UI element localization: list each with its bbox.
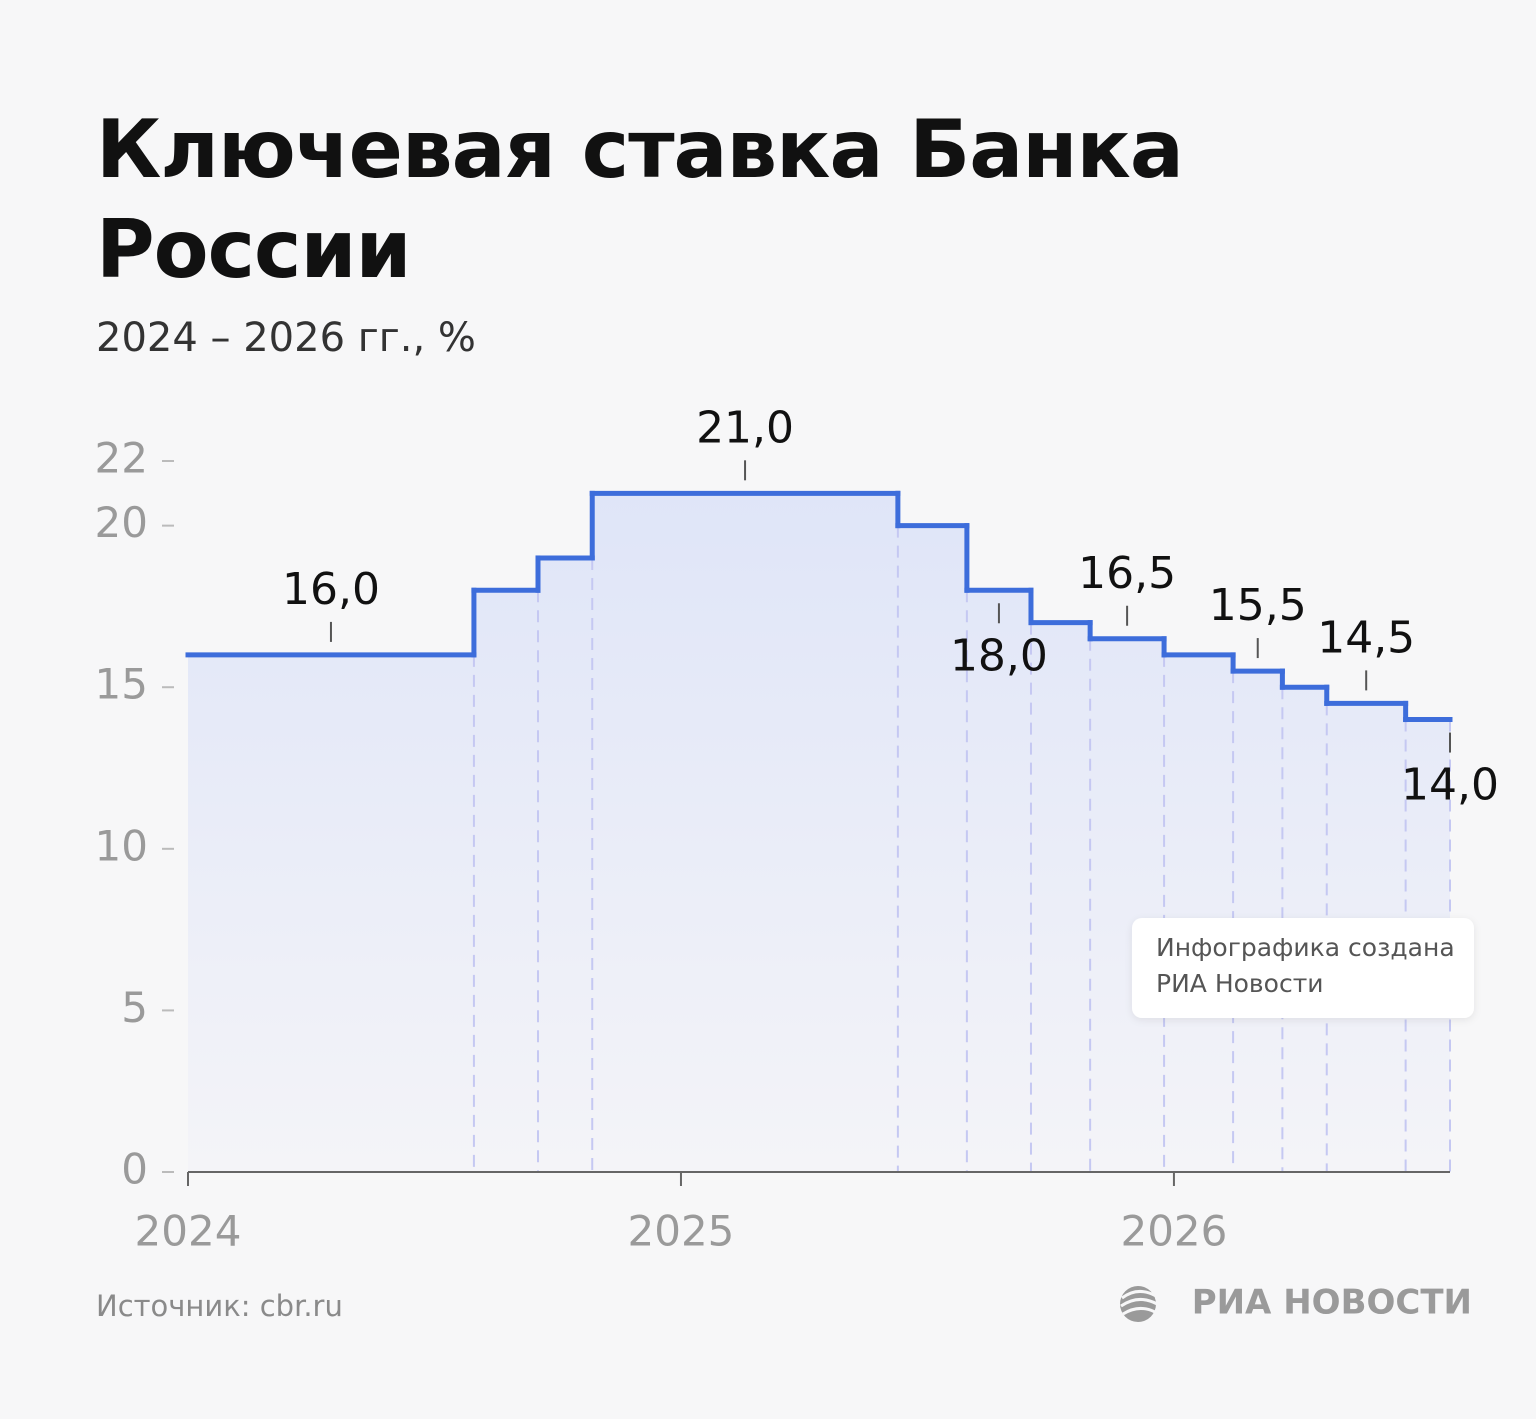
- source: Источник: cbr.ru: [96, 1289, 343, 1323]
- data-label: 14,0: [1401, 760, 1499, 811]
- x-tick-label: 2026: [1120, 1207, 1227, 1256]
- data-label: 16,5: [1078, 548, 1176, 599]
- y-tick-label: 15: [95, 660, 148, 709]
- note: Инфографика создана РИА Новости: [1156, 933, 1455, 998]
- data-label: 16,0: [282, 564, 380, 615]
- note-box: [1132, 918, 1474, 1018]
- x-tick-label: 2025: [628, 1207, 735, 1256]
- chart-subtitle: 2024 – 2026 гг., %: [96, 315, 476, 361]
- y-tick-label: 5: [121, 983, 148, 1032]
- data-label: 15,5: [1209, 580, 1307, 631]
- y-tick-label: 22: [95, 434, 148, 483]
- y-tick-label: 0: [121, 1145, 148, 1194]
- logo: РИА НОВОСТИ: [1192, 1283, 1472, 1323]
- y-tick-label: 10: [95, 821, 148, 870]
- data-label: 21,0: [696, 402, 794, 453]
- logo-icon: [1120, 1286, 1158, 1322]
- chart-title: Ключевая ставка Банка России: [96, 103, 1184, 296]
- data-label: 14,5: [1317, 612, 1415, 663]
- y-tick-label: 20: [95, 498, 148, 547]
- note-wrap: Инфографика создана РИА Новости: [1156, 933, 1455, 998]
- data-label: 18,0: [950, 630, 1048, 681]
- x-tick-label: 2024: [135, 1207, 242, 1256]
